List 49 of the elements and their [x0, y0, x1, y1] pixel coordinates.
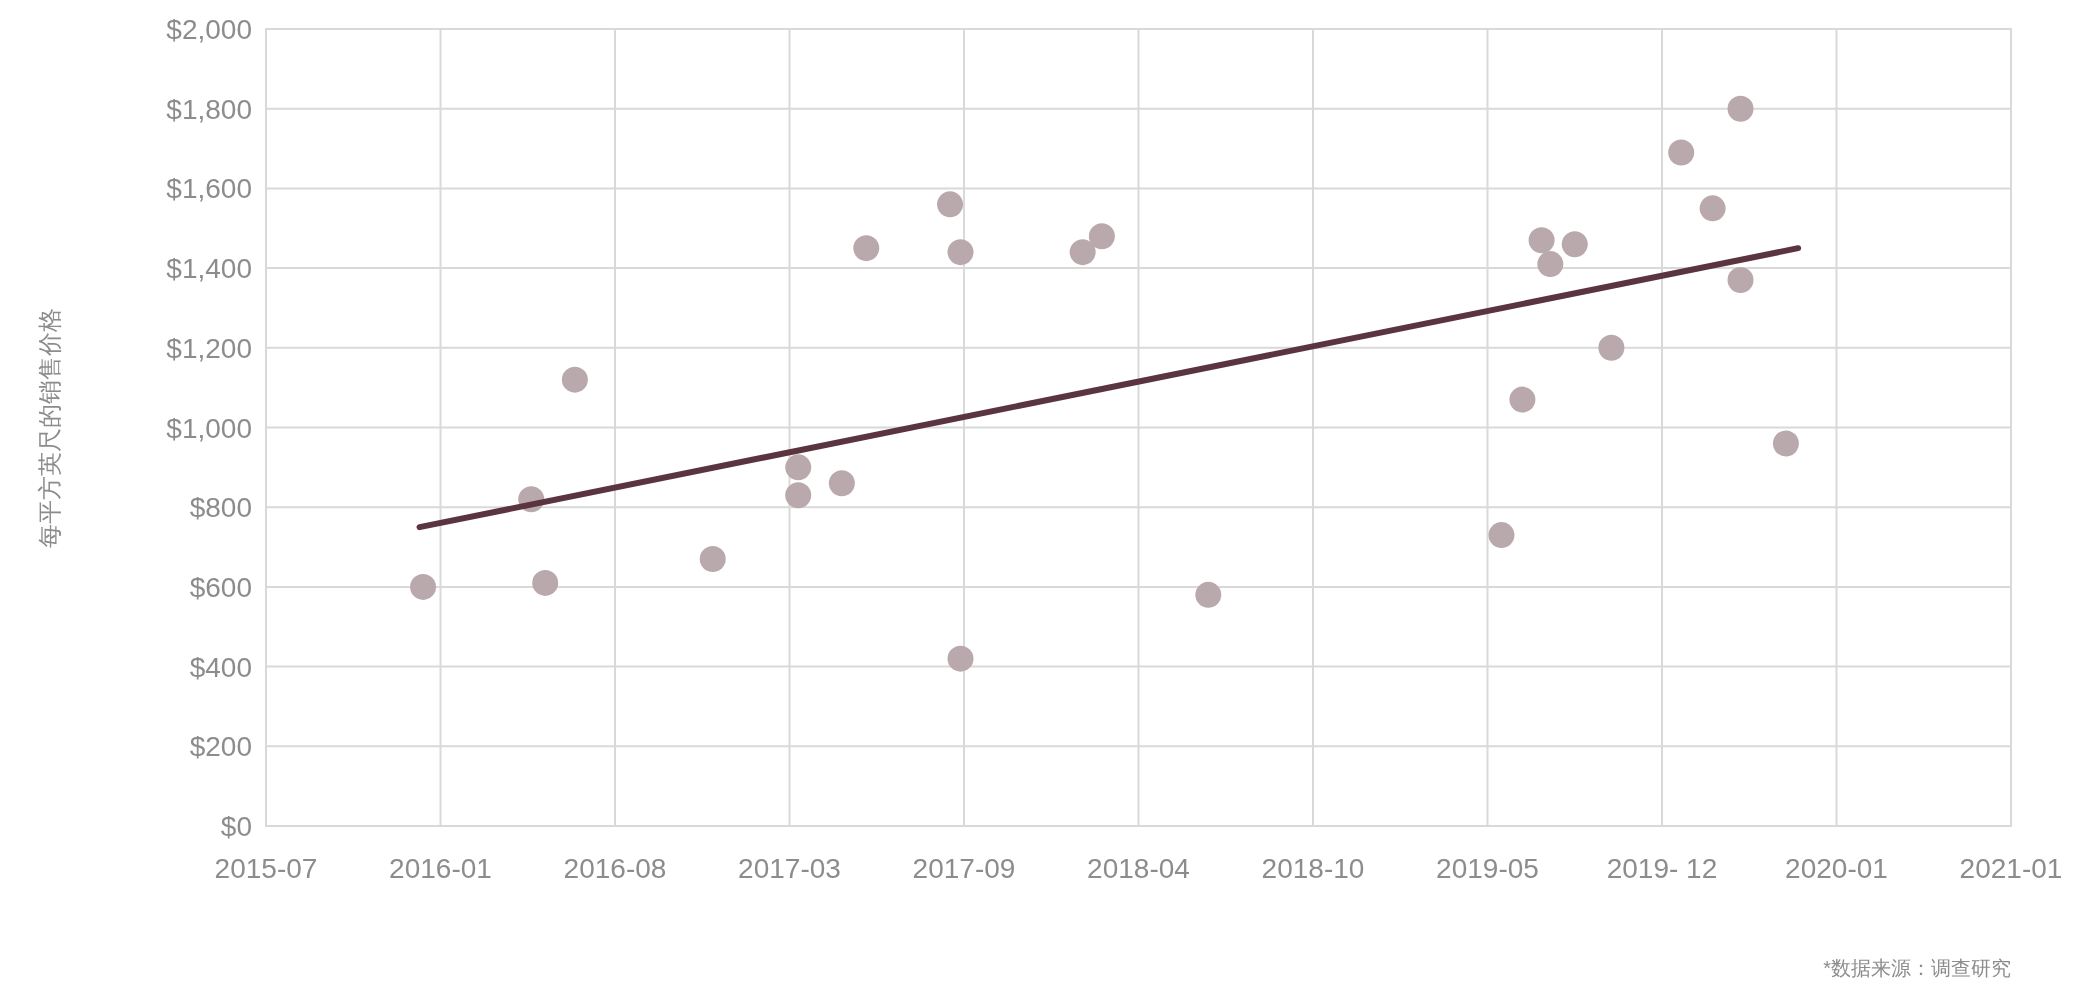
x-tick-label: 2019- 12 — [1606, 853, 1718, 884]
point — [937, 191, 964, 218]
point — [1598, 334, 1625, 361]
point — [785, 482, 812, 509]
x-tick-label: 2017-03 — [738, 853, 841, 884]
point — [1772, 430, 1799, 457]
point — [699, 546, 726, 573]
y-tick-label: $200 — [189, 731, 252, 763]
y-axis-title: 每平方英尺的销售价格 — [36, 307, 63, 548]
y-tick-label: $400 — [189, 651, 252, 683]
x-tick-label: 2015-07 — [214, 853, 318, 884]
x-tick-label: 2018-04 — [1087, 853, 1190, 884]
text: *数据来源：调查研究 — [1823, 957, 2011, 979]
point — [410, 573, 437, 600]
point — [828, 470, 855, 497]
point — [1699, 195, 1726, 222]
point — [1088, 223, 1115, 250]
point — [1488, 522, 1515, 549]
point — [947, 239, 974, 266]
x-tick-label: 2017-09 — [912, 853, 1016, 884]
y-tick-label: $1,000 — [166, 412, 252, 444]
y-tick-label: $1,400 — [166, 253, 252, 285]
point — [1509, 386, 1536, 413]
x-tick-label: 2018-10 — [1261, 853, 1365, 884]
y-tick-label: $1,200 — [166, 332, 252, 364]
x-tick-label: 2021-01 — [1959, 853, 2063, 884]
point — [1561, 231, 1588, 258]
x-tick-label: 2016-08 — [563, 853, 667, 884]
point — [1727, 267, 1754, 294]
x-tick-label: 2019-05 — [1436, 853, 1539, 884]
point — [785, 454, 812, 481]
point — [1069, 239, 1096, 266]
point — [853, 235, 880, 262]
y-tick-label: $1,600 — [166, 173, 252, 205]
point — [1668, 139, 1695, 166]
x-tick-label: 2020-01 — [1785, 853, 1888, 884]
point — [532, 569, 559, 596]
point — [1727, 95, 1754, 122]
point — [1537, 251, 1564, 278]
point — [1528, 227, 1555, 254]
x-tick-label: 2016-01 — [389, 853, 492, 884]
y-tick-label: $1,800 — [166, 93, 252, 125]
y-tick-label: $2,000 — [166, 14, 252, 45]
point — [561, 366, 588, 393]
y-tick-label: $0 — [220, 811, 252, 842]
point — [1195, 581, 1222, 608]
y-tick-label: $800 — [189, 492, 252, 524]
point — [947, 645, 974, 672]
y-tick-label: $600 — [189, 571, 252, 603]
